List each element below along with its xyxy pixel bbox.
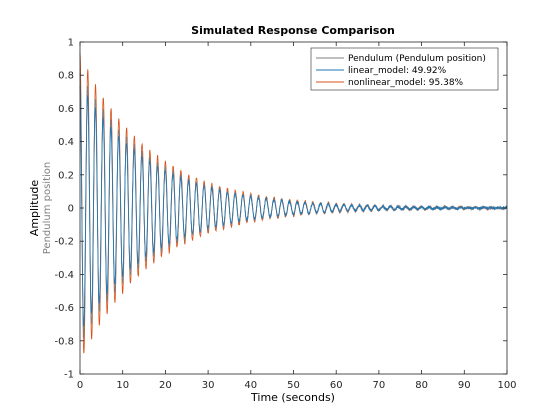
legend-label: linear_model: 49.92% xyxy=(348,66,447,76)
y-tick-label: -0.2 xyxy=(54,237,74,248)
y-axis-sublabel: Pendulum position xyxy=(42,162,53,255)
y-axis-label: Amplitude xyxy=(28,180,41,237)
y-tick-label: 0.2 xyxy=(58,170,74,181)
y-tick-label: 1 xyxy=(68,38,74,49)
chart-title: Simulated Response Comparison xyxy=(191,24,395,37)
x-tick-label: 70 xyxy=(373,380,386,391)
y-axis-ticks: -1 -0.8 -0.6 -0.4 -0.2 0 0.2 0.4 0.6 0.8 1 xyxy=(54,38,507,381)
y-tick-label: 0.4 xyxy=(58,137,74,148)
y-tick-label: 0.8 xyxy=(58,71,74,82)
x-axis-ticks: 0 10 20 30 40 50 60 70 80 90 100 xyxy=(77,42,517,391)
x-tick-label: 40 xyxy=(244,380,257,391)
x-tick-label: 90 xyxy=(458,380,471,391)
y-tick-label: -1 xyxy=(64,370,74,381)
x-axis-label: Time (seconds) xyxy=(250,391,335,404)
series-line-1 xyxy=(79,85,508,327)
x-tick-label: 30 xyxy=(202,380,215,391)
legend: Pendulum (Pendulum position) linear_model… xyxy=(310,47,499,91)
y-tick-label: 0 xyxy=(68,204,74,215)
x-tick-label: 0 xyxy=(77,380,83,391)
y-tick-label: -0.4 xyxy=(54,270,74,281)
x-tick-label: 80 xyxy=(415,380,428,391)
y-tick-label: -0.8 xyxy=(54,336,74,347)
x-tick-label: 60 xyxy=(330,380,343,391)
x-tick-label: 20 xyxy=(159,380,172,391)
x-tick-label: 100 xyxy=(497,380,516,391)
legend-label: nonlinear_model: 95.38% xyxy=(348,78,464,88)
legend-box xyxy=(310,47,499,91)
legend-label: Pendulum (Pendulum position) xyxy=(348,54,486,64)
y-tick-label: -0.6 xyxy=(54,303,74,314)
y-tick-label: 0.6 xyxy=(58,104,74,115)
series-group xyxy=(79,52,508,354)
x-tick-label: 10 xyxy=(116,380,129,391)
x-tick-label: 50 xyxy=(287,380,300,391)
